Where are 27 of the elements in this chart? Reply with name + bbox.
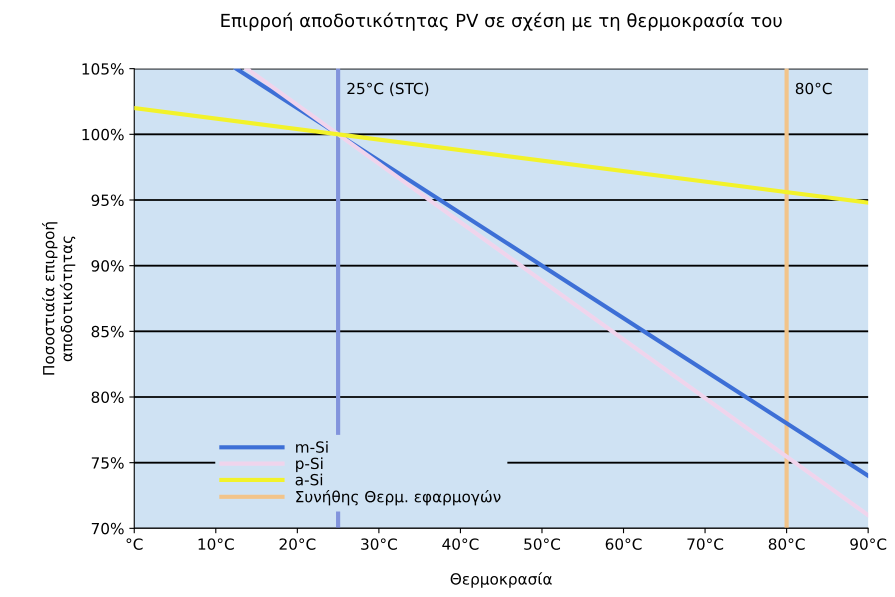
chart-title: Επιρροή αποδοτικότητας PV σε σχέση με τη θερμοκρασία του <box>221 12 782 31</box>
x-tick-label: 20°C <box>280 538 316 550</box>
ref-line-label: 80°C <box>796 82 832 94</box>
y-tick-label: 80% <box>92 391 124 404</box>
x-tick-label: °C <box>126 538 143 550</box>
legend-label: p-Si <box>296 457 322 472</box>
y-axis-title: Ποσοστιαία επιρροή αποδοτικότητας <box>42 222 76 375</box>
x-tick-label: 10°C <box>198 538 234 550</box>
y-tick-label: 95% <box>92 194 124 206</box>
x-tick-label: 40°C <box>442 538 478 550</box>
x-tick-label: 60°C <box>606 538 642 550</box>
legend-label: a-Si <box>296 474 322 486</box>
y-tick-label: 70% <box>92 522 124 534</box>
y-tick-label: 105% <box>82 63 124 75</box>
y-tick-label: 75% <box>92 457 124 469</box>
x-tick-label: 90°C <box>850 538 886 550</box>
y-tick-label: 90% <box>92 260 124 272</box>
x-tick-label: 50°C <box>524 538 560 550</box>
annotation: Συνήθης Θερμ. εφαρμογών <box>296 490 501 506</box>
legend-label: m-Si <box>296 441 328 453</box>
x-tick-label: 80°C <box>768 538 805 550</box>
ref-line-label: 25°C (STC) <box>347 82 428 96</box>
x-tick-label: 30°C <box>361 538 397 550</box>
y-tick-label: 85% <box>92 326 124 338</box>
x-axis-title: Θερμοκρασία <box>450 572 552 588</box>
x-tick-label: 70°C <box>687 538 724 550</box>
y-tick-label: 100% <box>82 128 124 140</box>
